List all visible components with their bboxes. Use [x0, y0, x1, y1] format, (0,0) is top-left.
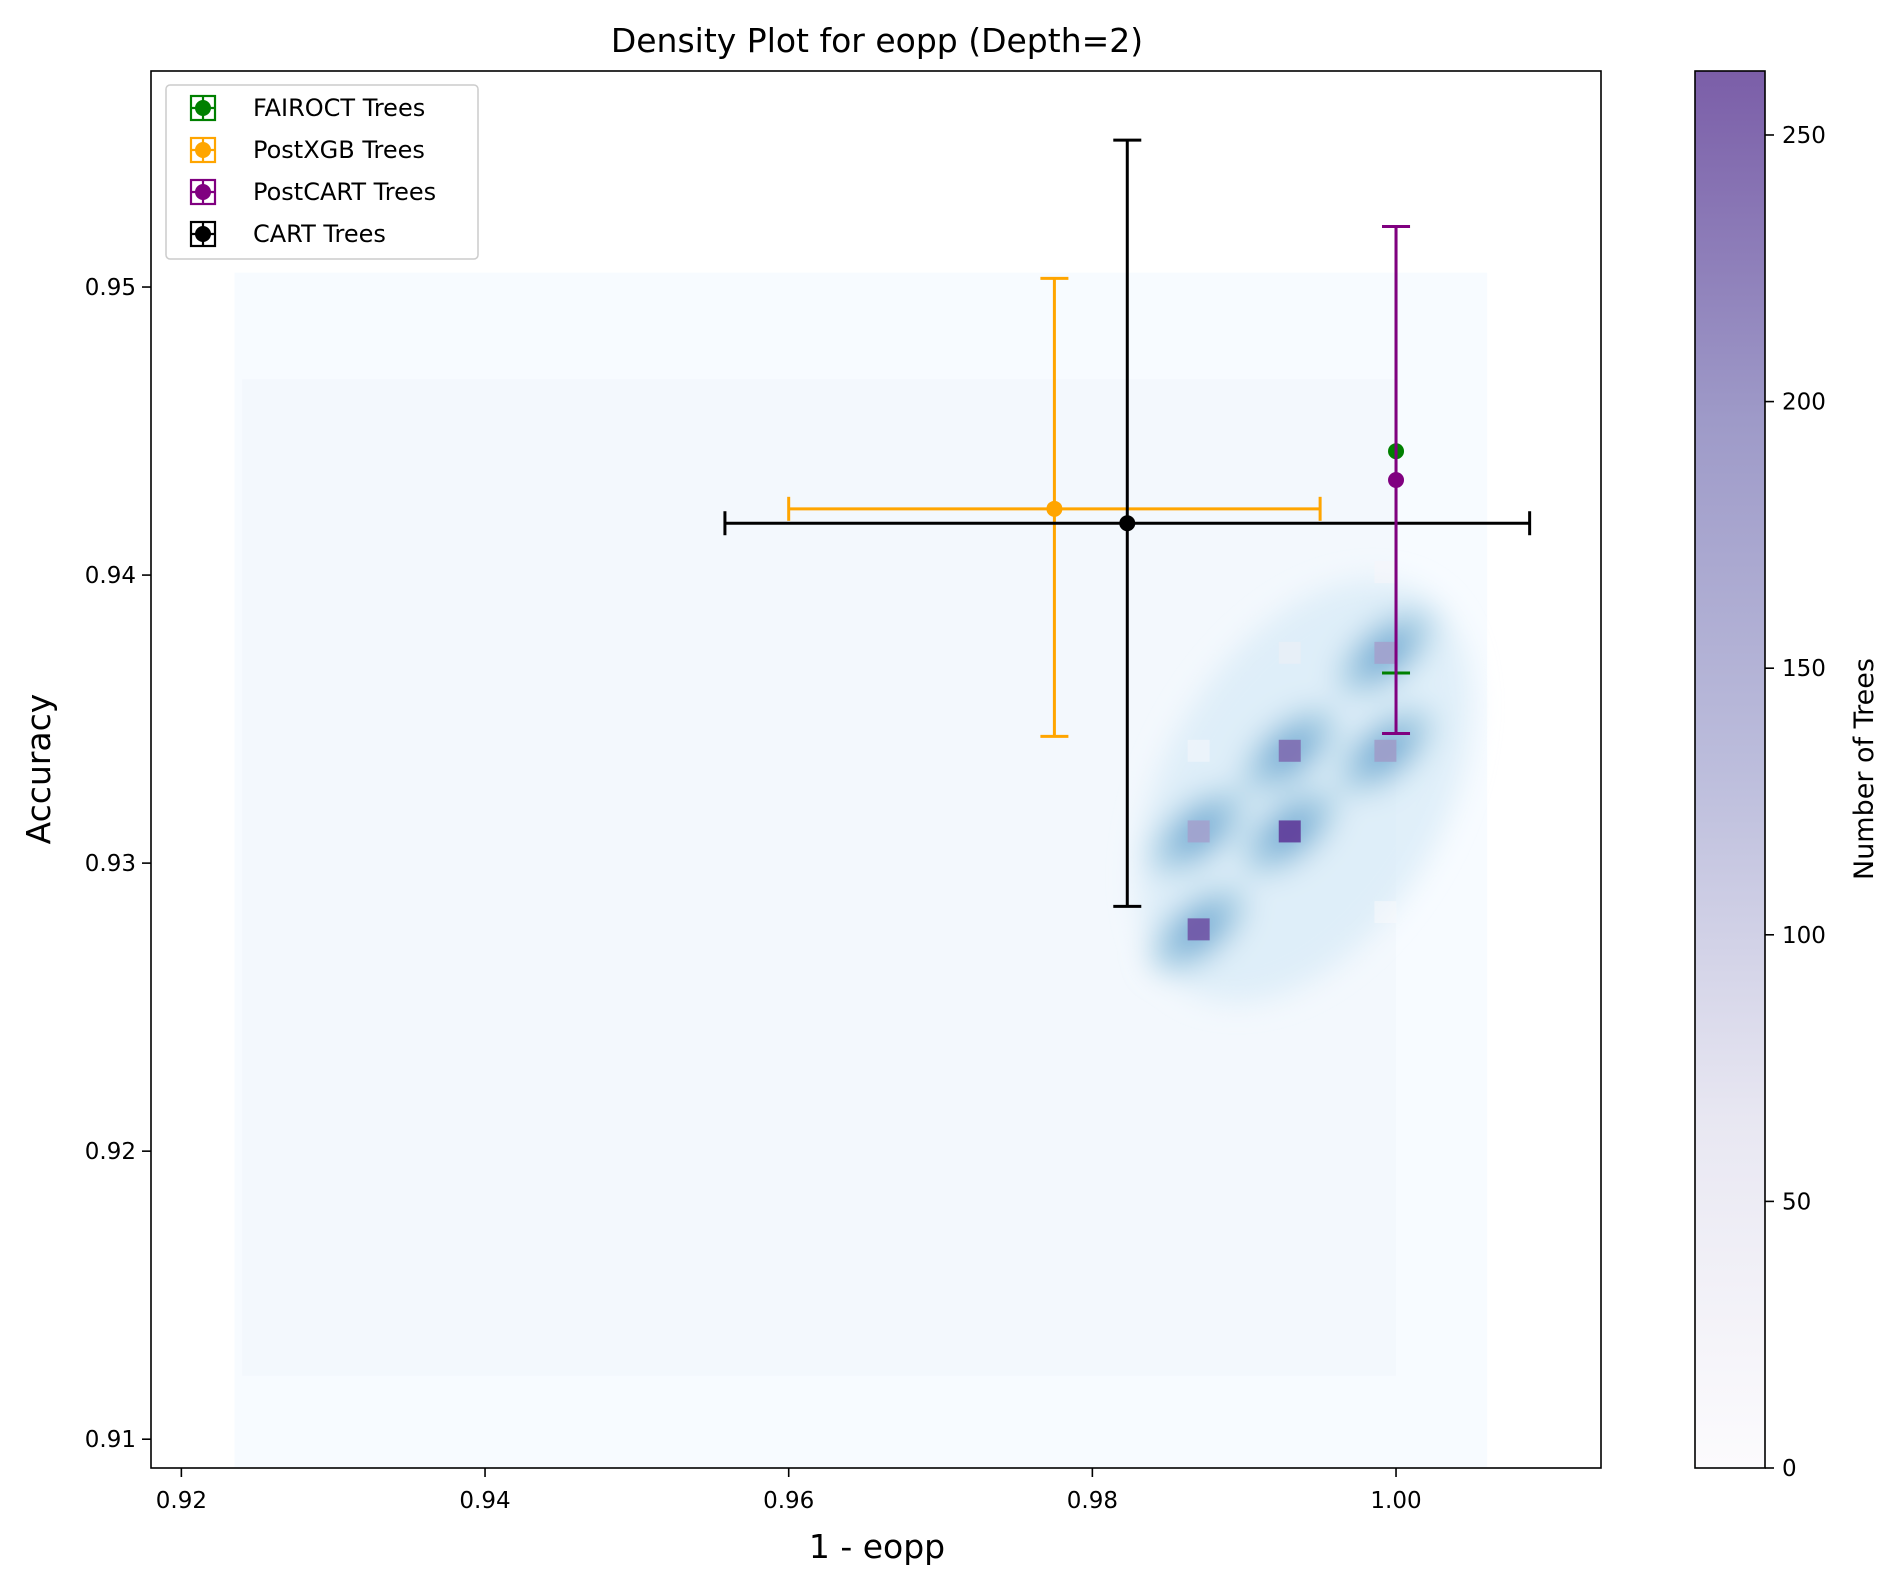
y-axis-label: Accuracy [19, 694, 58, 845]
legend-label: PostXGB Trees [253, 136, 425, 164]
colorbar-gradient [1695, 71, 1765, 1468]
y-tick-label: 0.92 [85, 1139, 136, 1165]
y-tick-label: 0.94 [85, 563, 136, 589]
density-bin [1187, 820, 1210, 843]
colorbar-tick-label: 200 [1782, 390, 1826, 416]
x-tick-label: 0.96 [763, 1488, 814, 1514]
density-bin [1374, 739, 1397, 762]
x-axis-ticks: 0.92 0.94 0.96 0.98 1.00 [156, 1468, 1422, 1514]
density-bin [1278, 820, 1301, 843]
legend-box [165, 84, 479, 260]
legend-label: PostCART Trees [253, 178, 436, 206]
legend: FAIROCT Trees PostXGB Trees PostCART Trees… [165, 84, 479, 260]
legend-marker [195, 184, 211, 200]
y-tick-label: 0.95 [85, 275, 136, 301]
x-axis-label: 1 - eopp [809, 1527, 945, 1566]
density-bin [1374, 901, 1397, 924]
plot-frame [150, 70, 1602, 1469]
series-postxgb-trees [787, 276, 1322, 738]
colorbar-tick-label: 100 [1782, 923, 1826, 949]
data-point [1119, 515, 1136, 532]
density-layer [234, 272, 1488, 1468]
colorbar-frame [1694, 70, 1766, 1469]
x-tick-label: 0.98 [1067, 1488, 1118, 1514]
legend-item: FAIROCT Trees [189, 94, 425, 122]
chart-title: Density Plot for eopp (Depth=2) [611, 21, 1143, 60]
data-point [1388, 472, 1405, 489]
legend-label: CART Trees [253, 220, 386, 248]
colorbar: 0 50 100 150 200 250 Number of Trees [1694, 70, 1880, 1482]
legend-marker [195, 100, 211, 116]
legend-marker [195, 142, 211, 158]
colorbar-tick-label: 150 [1782, 656, 1826, 682]
legend-label: FAIROCT Trees [253, 94, 425, 122]
series-layer [723, 138, 1532, 908]
colorbar-tick-label: 250 [1782, 123, 1826, 149]
colorbar-tick-label: 50 [1782, 1189, 1811, 1215]
density-bin [1374, 641, 1397, 664]
density-bin [1187, 739, 1210, 762]
density-bins [1187, 561, 1397, 941]
plot-area [150, 70, 1602, 1469]
density-bin [1278, 641, 1301, 664]
legend-marker [195, 226, 211, 242]
density-bin [1187, 918, 1210, 941]
density-bin [1374, 561, 1397, 584]
density-bin [1278, 739, 1301, 762]
legend-item: PostXGB Trees [189, 136, 425, 164]
x-tick-label: 0.92 [156, 1488, 207, 1514]
y-tick-label: 0.91 [85, 1427, 136, 1453]
legend-item: CART Trees [189, 220, 386, 248]
y-tick-label: 0.93 [85, 851, 136, 877]
colorbar-label: Number of Trees [1849, 658, 1880, 880]
colorbar-tick-label: 0 [1782, 1456, 1797, 1482]
x-tick-label: 0.94 [459, 1488, 510, 1514]
legend-item: PostCART Trees [189, 178, 436, 206]
y-axis-ticks: 0.91 0.92 0.93 0.94 0.95 [85, 275, 151, 1453]
series-postcart-trees [1382, 225, 1411, 735]
x-tick-label: 1.00 [1370, 1488, 1421, 1514]
data-point [1046, 500, 1063, 517]
